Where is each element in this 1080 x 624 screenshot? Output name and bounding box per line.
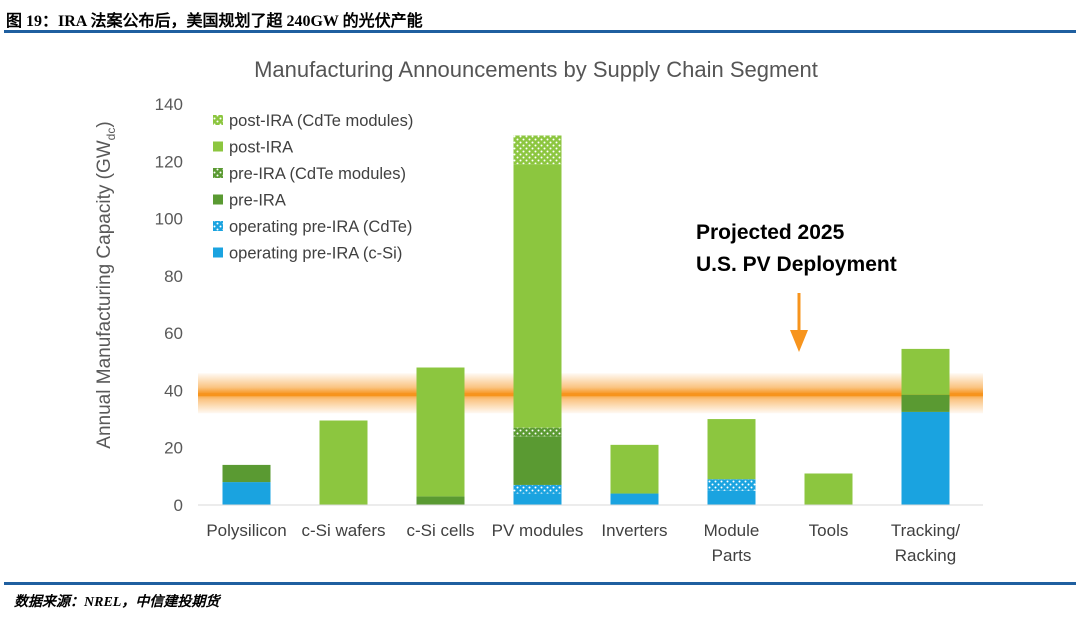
- annotation-line-2: U.S. PV Deployment: [696, 253, 897, 276]
- reference-band-layer: [198, 373, 983, 414]
- legend-label: operating pre-IRA (CdTe): [229, 218, 412, 236]
- top-rule: [4, 30, 1076, 33]
- x-tick-label: PV modules: [492, 521, 584, 540]
- figure-caption: 图 19：IRA 法案公布后，美国规划了超 240GW 的光伏产能: [6, 13, 423, 30]
- legend-swatch: [213, 141, 223, 152]
- bar-post-ira: [416, 367, 465, 497]
- bar-operating-cdte: [707, 479, 756, 491]
- y-tick-label: 80: [164, 267, 183, 286]
- bar-operating-csi: [513, 493, 562, 505]
- legend-label: pre-IRA (CdTe modules): [229, 165, 406, 183]
- bar-post-ira: [707, 419, 756, 480]
- x-tick-label: c-Si cells: [406, 521, 474, 540]
- legend-swatch: [213, 247, 223, 258]
- y-axis-label: Annual Manufacturing Capacity (GWdc): [94, 121, 118, 448]
- x-tick-label: c-Si wafers: [301, 521, 385, 540]
- x-tick-label: Tracking/: [891, 521, 961, 540]
- legend-swatch: [213, 221, 223, 231]
- y-tick-label: 20: [164, 439, 183, 458]
- legend-label: pre-IRA: [229, 192, 286, 210]
- bar-operating-csi: [707, 490, 756, 505]
- x-tick-label: Inverters: [601, 521, 667, 540]
- bar-pre-ira: [416, 496, 465, 505]
- x-tick-label: Tools: [809, 521, 849, 540]
- bar-post-ira: [610, 444, 659, 494]
- bar-post-ira: [513, 164, 562, 428]
- y-axis-label-sub: dc: [104, 128, 118, 141]
- bar-pre-ira: [513, 436, 562, 485]
- annotation-line-1: Projected 2025: [696, 221, 845, 244]
- legend-label: post-IRA (CdTe modules): [229, 112, 413, 130]
- bars-layer: [222, 135, 950, 505]
- bar-pre-ira: [901, 394, 950, 412]
- legend-swatch: [213, 168, 223, 178]
- bar-post-ira: [804, 473, 853, 505]
- x-tick-label: Polysilicon: [206, 521, 286, 540]
- bar-operating-cdte: [513, 484, 562, 494]
- y-tick-label: 60: [164, 324, 183, 343]
- bar-pre-ira: [222, 464, 271, 483]
- y-tick-label: 120: [155, 152, 183, 171]
- bar-post-ira: [901, 348, 950, 395]
- legend: post-IRA (CdTe modules) post-IRA pre-IRA (…: [213, 112, 413, 263]
- y-tick-label: 40: [164, 381, 183, 400]
- x-tick-label: Racking: [895, 546, 956, 565]
- legend-swatch: [213, 194, 223, 205]
- y-tick-label: 140: [155, 95, 183, 114]
- bar-post-ira-cdte: [513, 135, 562, 165]
- bar-operating-csi: [610, 493, 659, 505]
- x-tick-label: Parts: [712, 546, 752, 565]
- bar-post-ira: [319, 420, 368, 505]
- legend-label: post-IRA: [229, 139, 293, 157]
- y-axis-label-close: ): [94, 121, 115, 127]
- bar-pre-ira-cdte: [513, 427, 562, 437]
- y-tick-label: 0: [174, 496, 183, 515]
- bottom-rule: [4, 582, 1076, 585]
- y-axis-ticks: 0 20 40 60 80 100 120 140: [155, 95, 183, 515]
- bar-operating-csi: [901, 411, 950, 505]
- annotation-arrow: [790, 293, 808, 352]
- chart-title: Manufacturing Announcements by Supply Ch…: [254, 57, 818, 82]
- x-tick-label: Module: [704, 521, 760, 540]
- source-note: 数据来源：NREL，中信建投期货: [14, 595, 220, 610]
- x-axis-labels: Polysilicon c-Si wafers c-Si cells PV modul…: [206, 521, 960, 565]
- y-axis-label-main: Annual Manufacturing Capacity (GW: [94, 140, 115, 448]
- legend-label: operating pre-IRA (c-Si): [229, 245, 402, 263]
- y-tick-label: 100: [155, 210, 183, 229]
- bar-operating-csi: [222, 482, 271, 505]
- legend-swatch: [213, 115, 223, 125]
- stacked-bar-chart: Manufacturing Announcements by Supply Ch…: [94, 57, 983, 565]
